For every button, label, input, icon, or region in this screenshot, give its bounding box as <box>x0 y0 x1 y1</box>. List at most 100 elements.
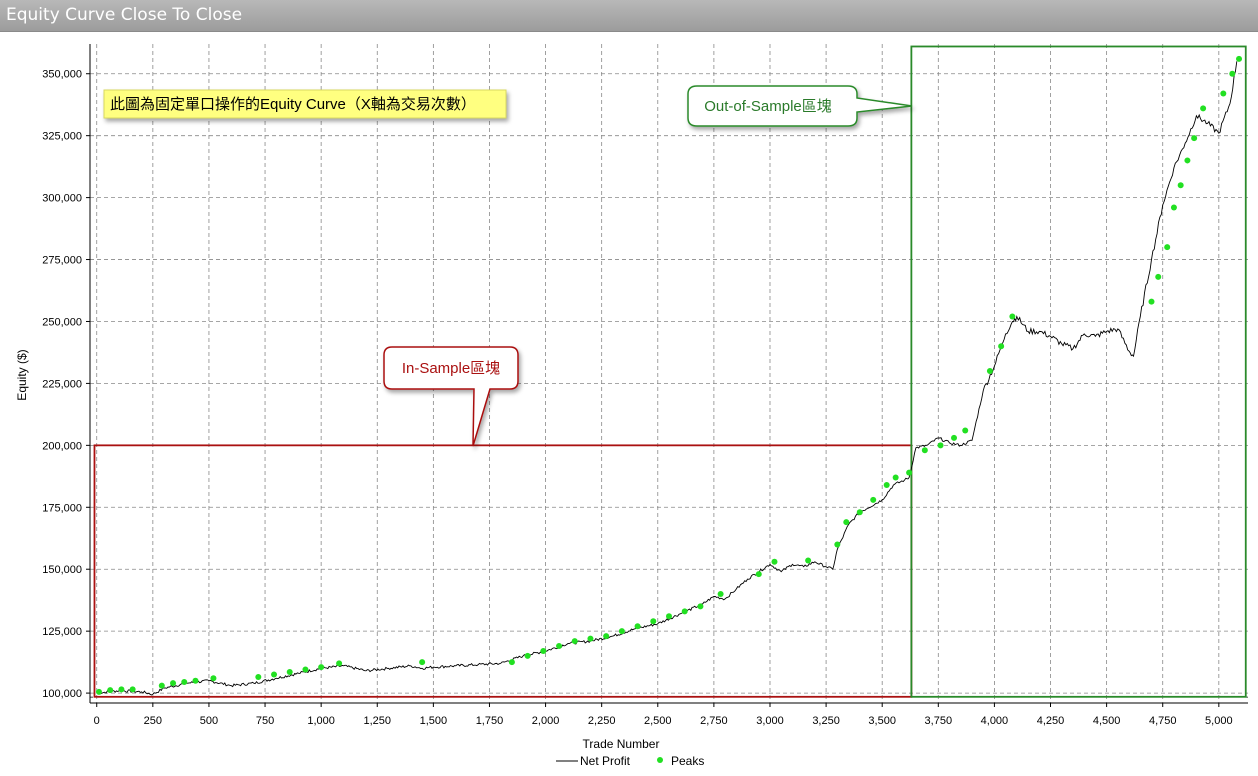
x-tick-label: 5,000 <box>1205 715 1233 727</box>
x-tick-label: 1,500 <box>420 715 448 727</box>
peak-point <box>1155 273 1162 280</box>
in-sample-label: In-Sample區塊 <box>402 360 500 377</box>
peak-point <box>107 687 114 694</box>
y-tick-label: 325,000 <box>42 131 82 143</box>
peak-point <box>129 686 136 693</box>
x-tick-label: 0 <box>94 715 100 727</box>
x-tick-label: 1,000 <box>307 715 335 727</box>
peak-point <box>95 688 102 695</box>
in-sample-callout: In-Sample區塊 <box>383 346 519 447</box>
peak-point <box>618 628 625 635</box>
y-tick-label: 250,000 <box>42 316 82 328</box>
x-tick-label: 2,500 <box>644 715 672 727</box>
legend-label-peaks: Peaks <box>671 754 704 768</box>
peak-point <box>1009 313 1016 320</box>
peak-point <box>870 496 877 503</box>
y-tick-label: 300,000 <box>42 193 82 205</box>
peak-point <box>1200 105 1207 112</box>
legend-marker-peaks <box>657 757 663 763</box>
peak-point <box>1236 55 1243 62</box>
peak-point <box>697 603 704 610</box>
x-tick-label: 1,250 <box>363 715 391 727</box>
peak-point <box>192 677 199 684</box>
peak-point <box>906 469 913 476</box>
peak-point <box>951 434 958 441</box>
x-tick-label: 1,750 <box>476 715 504 727</box>
plot-area <box>90 44 1248 703</box>
y-tick-label: 100,000 <box>42 688 82 700</box>
peak-point <box>717 590 724 597</box>
peak-point <box>118 686 125 693</box>
peak-point <box>318 664 325 671</box>
peak-point <box>962 427 969 434</box>
peak-point <box>921 447 928 454</box>
peak-point <box>181 678 188 685</box>
chart-title-bar: Equity Curve Close To Close <box>0 0 1258 32</box>
peak-point <box>892 474 899 481</box>
x-tick-label: 3,250 <box>812 715 840 727</box>
x-tick-label: 500 <box>200 715 218 727</box>
x-tick-label: 2,250 <box>588 715 616 727</box>
x-tick-label: 750 <box>256 715 274 727</box>
peak-point <box>587 635 594 642</box>
sample-regions <box>93 45 1247 698</box>
peak-point <box>856 509 863 516</box>
peak-point <box>755 571 762 578</box>
x-tick-label: 2,750 <box>700 715 728 727</box>
y-tick-label: 150,000 <box>42 564 82 576</box>
peak-point <box>1148 298 1155 305</box>
peak-point <box>834 541 841 548</box>
peak-point <box>1177 182 1184 189</box>
y-tick-label: 125,000 <box>42 626 82 638</box>
note-text: 此圖為固定單口操作的Equity Curve（X軸為交易次數） <box>110 95 476 113</box>
peak-point <box>986 368 993 375</box>
peak-point <box>170 680 177 687</box>
peak-point <box>556 643 563 650</box>
peak-point <box>666 613 672 620</box>
axis-ticks: 0 250 500 750 1,000 1,250 1,500 1,750 2,000 2,250… <box>42 69 1232 727</box>
peak-point <box>1170 204 1177 211</box>
y-axis-label: Equity ($) <box>15 349 29 400</box>
peak-point <box>158 682 165 689</box>
y-tick-label: 350,000 <box>42 69 82 81</box>
x-tick-label: 3,500 <box>868 715 896 727</box>
peak-point <box>1191 135 1198 142</box>
equity-chart: 0 250 500 750 1,000 1,250 1,500 1,750 2,000 2,250… <box>15 44 1248 768</box>
x-tick-label: 4,000 <box>981 715 1009 727</box>
peak-point <box>302 666 309 673</box>
x-tick-label: 4,250 <box>1037 715 1065 727</box>
peak-point <box>210 675 217 682</box>
legend: Net Profit Peaks <box>556 754 704 768</box>
peak-point <box>571 638 578 645</box>
peak-point <box>540 647 547 654</box>
series-net-profit-line <box>96 61 1238 696</box>
peak-point <box>271 671 278 678</box>
peak-point <box>603 633 610 640</box>
note-box: 此圖為固定單口操作的Equity Curve（X軸為交易次數） <box>103 89 507 119</box>
x-tick-label: 2,000 <box>532 715 560 727</box>
y-tick-label: 175,000 <box>42 502 82 514</box>
legend-label-net-profit: Net Profit <box>580 754 631 768</box>
peak-point <box>255 673 262 680</box>
peak-point <box>286 669 293 676</box>
peak-point <box>805 557 812 564</box>
peak-point <box>998 343 1005 350</box>
x-tick-label: 4,500 <box>1093 715 1121 727</box>
series-lines <box>96 61 1238 696</box>
peak-point <box>681 608 688 615</box>
peak-point <box>1184 157 1191 164</box>
x-tick-label: 4,750 <box>1149 715 1177 727</box>
peak-points <box>95 55 1243 695</box>
peak-point <box>771 558 778 565</box>
y-tick-label: 225,000 <box>42 378 82 390</box>
x-tick-label: 3,000 <box>756 715 784 727</box>
x-axis-label: Trade Number <box>583 737 660 751</box>
out-sample-callout: Out-of-Sample區塊 <box>687 85 913 127</box>
peak-point <box>843 519 850 526</box>
out-sample-label: Out-of-Sample區塊 <box>704 98 832 115</box>
out-sample-region <box>910 45 1247 698</box>
peak-point <box>634 623 641 630</box>
y-tick-label: 275,000 <box>42 255 82 267</box>
y-tick-label: 200,000 <box>42 440 82 452</box>
x-tick-label: 250 <box>144 715 162 727</box>
